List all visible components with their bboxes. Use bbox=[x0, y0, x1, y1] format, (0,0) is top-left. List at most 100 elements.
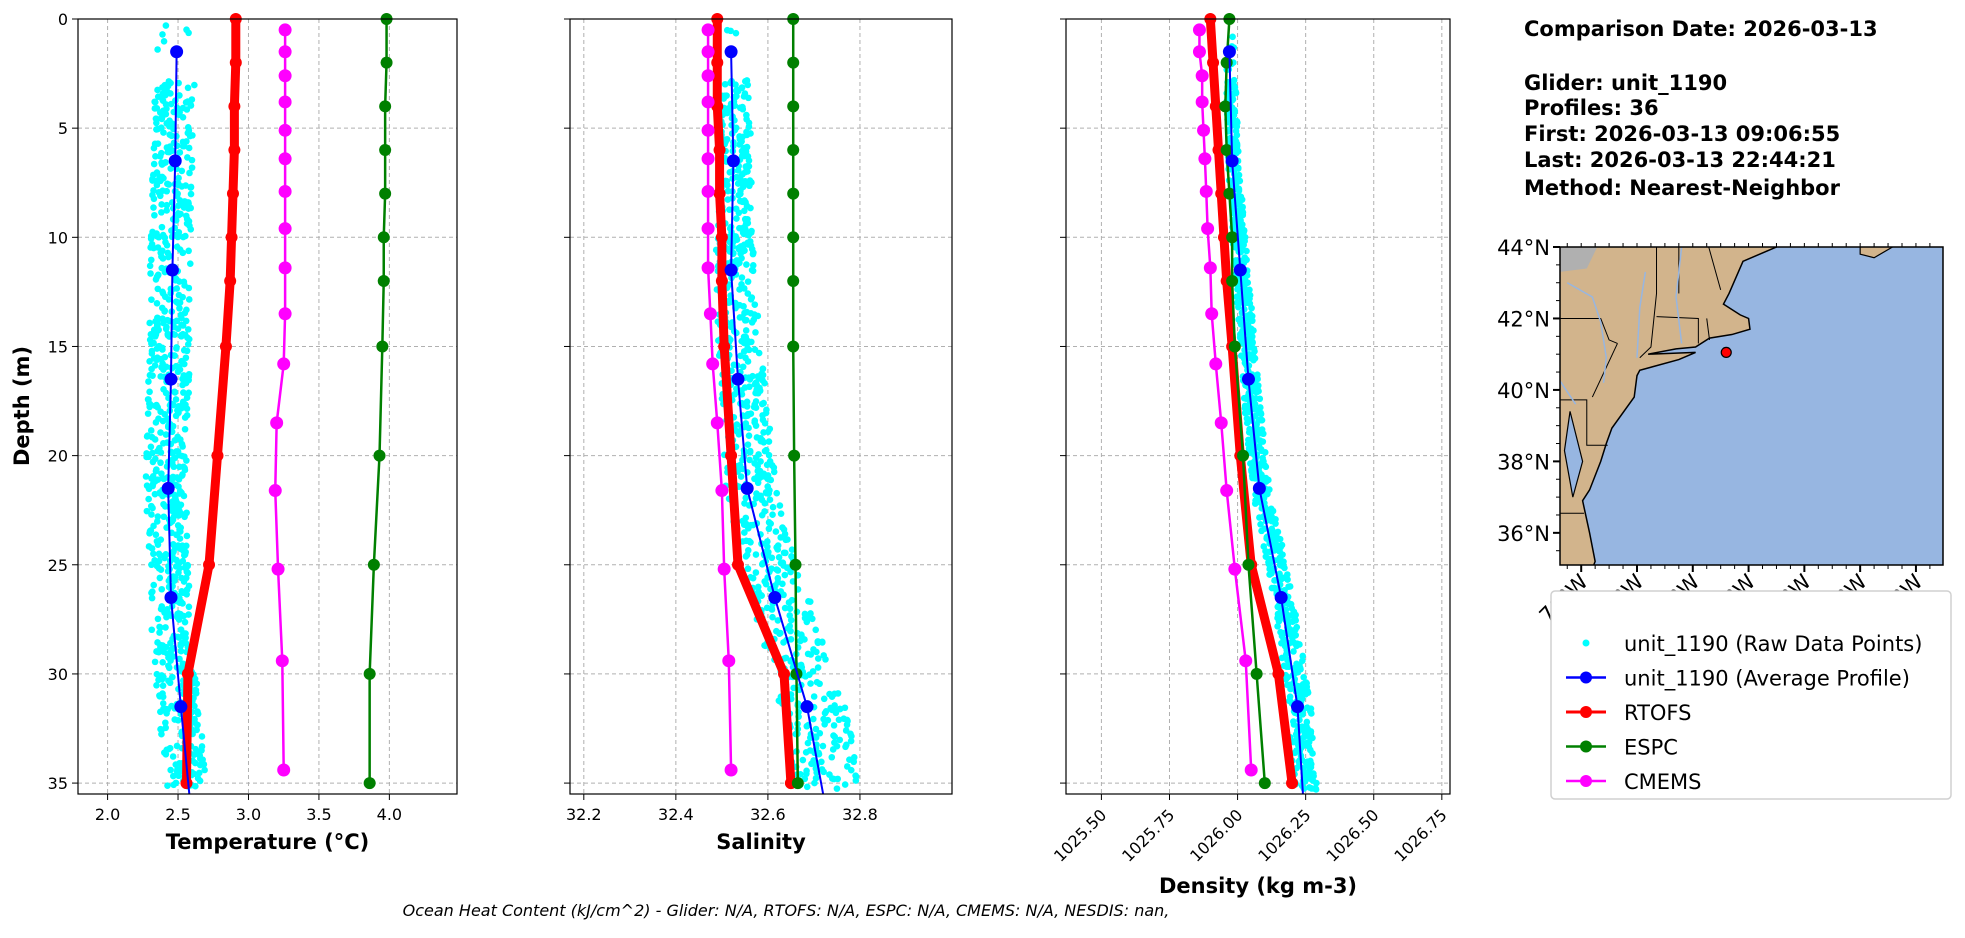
rtofs-marker bbox=[713, 143, 726, 156]
raw-data-point bbox=[179, 600, 186, 607]
raw-data-point bbox=[165, 664, 173, 672]
espc-line bbox=[791, 19, 800, 784]
raw-data-point bbox=[198, 743, 206, 750]
raw-data-point bbox=[173, 742, 181, 750]
raw-data-point bbox=[1243, 415, 1251, 422]
raw-data-point bbox=[159, 642, 166, 649]
raw-data-point bbox=[184, 569, 192, 577]
raw-data-point bbox=[169, 473, 177, 481]
raw-data-point bbox=[745, 232, 752, 239]
raw-data-point bbox=[183, 138, 190, 145]
cmems-marker bbox=[1199, 184, 1213, 198]
raw-data-point bbox=[842, 743, 849, 751]
raw-data-point bbox=[165, 654, 172, 661]
raw-data-point bbox=[1258, 527, 1265, 535]
raw-data-point bbox=[735, 167, 742, 174]
raw-data-point bbox=[1262, 553, 1270, 560]
raw-data-point bbox=[743, 143, 751, 151]
cmems-marker bbox=[701, 69, 715, 83]
raw-data-point bbox=[144, 410, 152, 417]
raw-data-point bbox=[738, 147, 746, 155]
x-tick-label: 4.0 bbox=[377, 805, 402, 824]
raw-data-point bbox=[1251, 348, 1258, 355]
cmems-marker bbox=[278, 307, 292, 321]
raw-data-point bbox=[184, 334, 191, 341]
raw-data-point bbox=[153, 300, 161, 307]
cmems-marker bbox=[1195, 69, 1209, 83]
raw-data-point bbox=[154, 46, 161, 53]
raw-data-point bbox=[167, 165, 175, 172]
raw-data-point bbox=[176, 655, 183, 663]
raw-data-point bbox=[146, 319, 153, 327]
raw-data-point bbox=[1268, 569, 1275, 577]
raw-data-point bbox=[1254, 494, 1261, 502]
raw-data-point bbox=[1306, 765, 1313, 772]
raw-data-point bbox=[187, 226, 195, 233]
raw-data-point bbox=[831, 739, 838, 746]
raw-data-point bbox=[732, 87, 740, 94]
raw-data-point bbox=[828, 706, 836, 714]
state-border bbox=[1706, 318, 1711, 340]
raw-data-point bbox=[162, 624, 169, 631]
raw-data-point bbox=[1238, 352, 1245, 359]
raw-data-point bbox=[181, 282, 188, 289]
raw-data-point bbox=[745, 374, 753, 381]
raw-data-point bbox=[752, 569, 760, 576]
raw-data-point bbox=[743, 128, 750, 136]
rtofs-marker bbox=[713, 187, 726, 200]
raw-data-point bbox=[176, 463, 183, 471]
raw-data-point bbox=[169, 772, 177, 780]
raw-data-point bbox=[1284, 681, 1291, 689]
raw-data-point bbox=[766, 425, 774, 433]
espc-line bbox=[368, 19, 388, 784]
raw-data-point bbox=[1236, 177, 1244, 185]
raw-data-point bbox=[151, 105, 159, 112]
raw-data-point bbox=[737, 473, 745, 480]
x-tick-label: 1025.75 bbox=[1118, 805, 1178, 865]
chesapeake-bay bbox=[1563, 411, 1584, 498]
cmems-marker bbox=[1244, 763, 1258, 777]
raw-data-point bbox=[763, 406, 770, 414]
raw-data-point bbox=[741, 529, 748, 536]
x-tick-label: 2.5 bbox=[165, 805, 190, 824]
rtofs-marker bbox=[1286, 777, 1299, 790]
cmems-marker-swatch bbox=[1580, 775, 1592, 787]
raw-data-point bbox=[751, 419, 758, 426]
raw-data-point bbox=[159, 315, 166, 323]
raw-data-point bbox=[190, 770, 198, 778]
raw-data-point bbox=[156, 629, 163, 636]
raw-data-point bbox=[743, 261, 750, 268]
state-border bbox=[1560, 317, 1618, 344]
plot-frame bbox=[1065, 18, 1451, 795]
raw-data-point bbox=[741, 207, 748, 215]
raw-data-point bbox=[194, 775, 202, 782]
raw-data-point bbox=[756, 467, 764, 475]
raw-data-point bbox=[744, 358, 752, 365]
raw-data-point bbox=[173, 317, 181, 325]
raw-data-point bbox=[736, 179, 744, 186]
espc-marker bbox=[787, 231, 800, 244]
raw-data-point bbox=[1287, 600, 1295, 608]
cmems-marker bbox=[1239, 654, 1253, 668]
raw-data-point bbox=[150, 550, 157, 558]
raw-data-point bbox=[175, 772, 182, 780]
raw-data-point bbox=[1247, 447, 1254, 455]
raw-data-point bbox=[742, 412, 749, 420]
raw-data-point bbox=[850, 758, 858, 766]
raw-data-point bbox=[820, 715, 827, 723]
raw-data-point bbox=[1262, 474, 1270, 482]
raw-data-point bbox=[1286, 697, 1294, 705]
raw-data-point bbox=[809, 668, 817, 675]
raw-data-point bbox=[191, 81, 198, 89]
raw-data-point bbox=[153, 169, 161, 176]
y-tick-label: 30 bbox=[48, 665, 68, 684]
rtofs-marker bbox=[228, 100, 241, 113]
y-tick-label: 20 bbox=[48, 447, 68, 466]
cmems-marker bbox=[277, 763, 291, 777]
raw-data-point bbox=[736, 301, 743, 309]
raw-data-point bbox=[179, 293, 186, 301]
raw-data-point bbox=[146, 530, 153, 537]
map-layers bbox=[1560, 247, 1894, 565]
raw-data-point bbox=[1271, 577, 1278, 584]
raw-data-point bbox=[180, 589, 187, 597]
